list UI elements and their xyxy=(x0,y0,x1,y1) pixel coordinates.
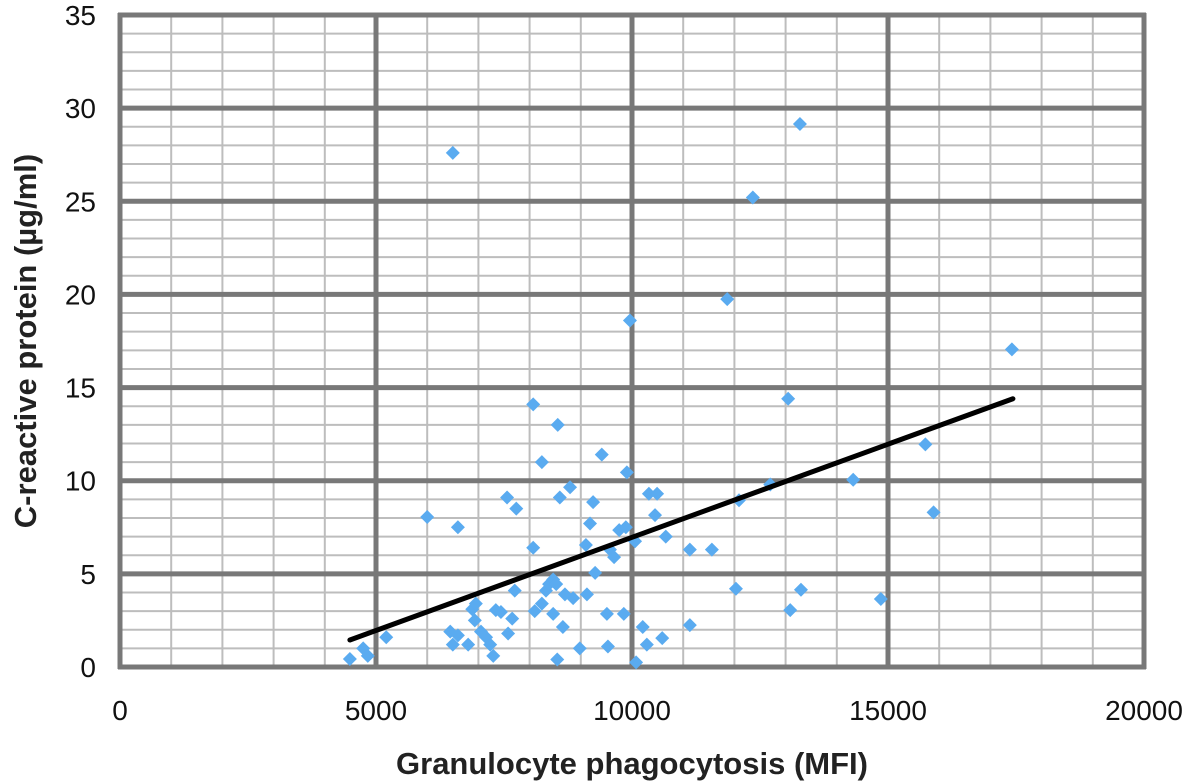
data-point xyxy=(846,472,861,487)
data-point xyxy=(745,190,760,205)
x-tick-label: 5000 xyxy=(345,695,407,726)
data-point xyxy=(650,486,665,501)
data-point xyxy=(550,417,565,432)
data-point xyxy=(639,637,654,652)
data-point xyxy=(483,637,498,652)
data-point xyxy=(552,490,567,505)
y-axis-ticks: 0 5 10 15 20 25 30 35 xyxy=(65,0,96,683)
data-point xyxy=(493,605,508,620)
data-point xyxy=(682,542,697,557)
data-point xyxy=(618,520,633,535)
data-point xyxy=(534,455,549,470)
data-point xyxy=(616,606,631,621)
y-axis-title: C-reactive protein (µg/ml) xyxy=(8,154,43,528)
y-tick-label: 0 xyxy=(80,652,96,683)
x-tick-label: 15000 xyxy=(849,695,927,726)
data-point xyxy=(658,529,673,544)
data-point xyxy=(461,637,476,652)
data-point xyxy=(781,391,796,406)
data-point xyxy=(622,313,637,328)
data-point xyxy=(445,637,460,652)
data-point xyxy=(579,587,594,602)
data-point xyxy=(534,596,549,611)
data-point xyxy=(594,447,609,462)
data-point xyxy=(704,542,719,557)
data-point xyxy=(583,516,598,531)
data-point xyxy=(793,582,808,597)
data-point xyxy=(526,540,541,555)
data-point xyxy=(728,581,743,596)
data-point xyxy=(468,596,483,611)
data-point xyxy=(486,648,501,663)
data-point xyxy=(550,652,565,667)
data-point xyxy=(1004,342,1019,357)
data-point xyxy=(379,630,394,645)
data-point xyxy=(635,619,650,634)
y-tick-label: 30 xyxy=(65,93,96,124)
x-tick-label: 20000 xyxy=(1105,695,1183,726)
data-point xyxy=(563,480,578,495)
data-point xyxy=(505,611,520,626)
data-point xyxy=(555,619,570,634)
data-point xyxy=(926,505,941,520)
data-point xyxy=(629,655,644,670)
x-axis-title: Granulocyte phagocytosis (MFI) xyxy=(396,746,868,781)
data-point xyxy=(527,604,542,619)
data-point xyxy=(549,577,564,592)
data-point xyxy=(619,465,634,480)
x-tick-label: 0 xyxy=(112,695,128,726)
data-point xyxy=(586,495,601,510)
x-tick-label: 10000 xyxy=(593,695,671,726)
data-point xyxy=(420,510,435,525)
data-point xyxy=(720,292,735,307)
data-point xyxy=(572,641,587,656)
data-point xyxy=(450,520,465,535)
grid xyxy=(117,12,1147,670)
trendline xyxy=(347,396,1016,643)
data-point xyxy=(607,550,622,565)
data-point xyxy=(648,508,663,523)
data-point xyxy=(783,603,798,618)
data-point xyxy=(792,116,807,131)
data-point xyxy=(507,583,522,598)
data-point xyxy=(526,397,541,412)
data-point xyxy=(501,626,516,641)
data-point xyxy=(445,145,460,160)
data-point xyxy=(450,628,465,643)
data-point xyxy=(682,618,697,633)
y-tick-label: 25 xyxy=(65,186,96,217)
data-point xyxy=(918,437,933,452)
y-tick-label: 20 xyxy=(65,279,96,310)
data-point xyxy=(600,639,615,654)
data-point xyxy=(641,486,656,501)
data-point xyxy=(500,490,515,505)
data-point xyxy=(578,537,593,552)
y-tick-label: 15 xyxy=(65,373,96,404)
y-tick-label: 35 xyxy=(65,0,96,31)
data-point xyxy=(342,651,357,666)
data-point xyxy=(509,501,524,516)
data-point xyxy=(546,606,561,621)
data-point xyxy=(360,648,375,663)
data-point xyxy=(467,613,482,628)
y-tick-label: 5 xyxy=(80,559,96,590)
data-points xyxy=(342,116,1019,670)
y-tick-label: 10 xyxy=(65,466,96,497)
data-point xyxy=(566,591,581,606)
data-point xyxy=(588,565,603,580)
data-point xyxy=(655,631,670,646)
x-axis-ticks: 0 5000 10000 15000 20000 xyxy=(112,695,1183,726)
data-point xyxy=(873,592,888,607)
data-point xyxy=(599,606,614,621)
